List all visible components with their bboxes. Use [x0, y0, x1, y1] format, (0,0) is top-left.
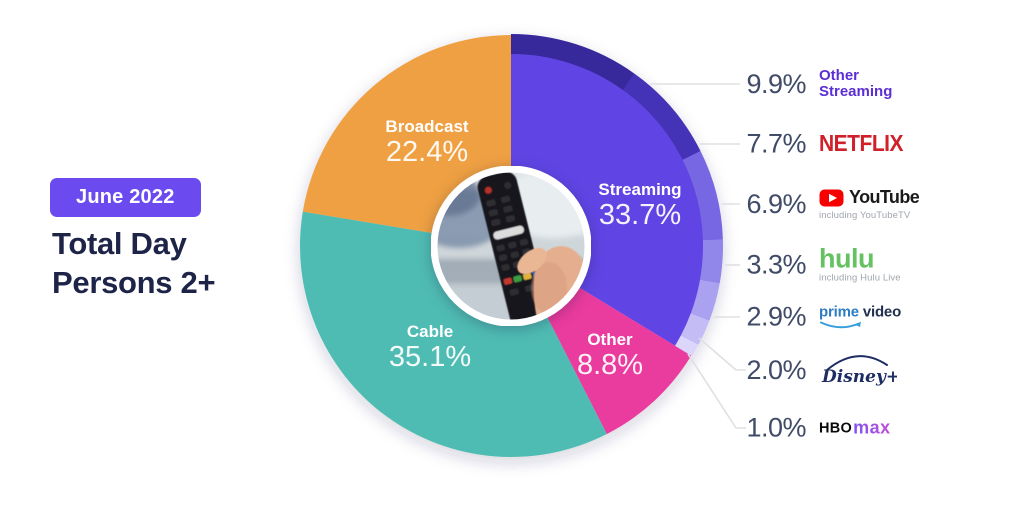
rim-segment-youtube — [682, 150, 723, 241]
rim-segment-prime-video — [690, 279, 720, 321]
netflix-logo: NETFLIX — [819, 130, 904, 157]
rim-segment-hbo-max — [674, 335, 699, 357]
legend-row-disney-plus: 2.0% Disney+ — [742, 351, 897, 389]
legend-pct-hulu: 3.3% — [746, 249, 806, 280]
leader-line-disney+ — [698, 337, 746, 371]
legend-pct-netflix: 7.7% — [746, 128, 806, 159]
pie-slice-cable — [299, 211, 607, 457]
legend-pct-youtube: 6.9% — [746, 188, 806, 219]
legend-pct-prime-video: 2.9% — [746, 301, 806, 332]
photo-white-ring — [431, 166, 591, 326]
legend-row-other-streaming: 9.9% Other Streaming — [742, 68, 892, 100]
youtube-play-icon — [819, 189, 844, 206]
hbo-max-logo: HBO max — [819, 417, 891, 438]
legend-row-netflix: 7.7% NETFLIX — [742, 129, 903, 160]
legend-pct-disney-plus: 2.0% — [746, 354, 806, 385]
rim-segment-netflix — [622, 73, 701, 161]
streaming-rim-segments — [510, 34, 723, 357]
rim-segment-disney+ — [680, 313, 710, 345]
youtube-logo: YouTube including YouTubeTV — [819, 187, 920, 221]
rim-segment-other-streaming — [510, 34, 635, 91]
title-line-2: Persons 2+ — [52, 265, 216, 300]
disney-plus-logo: Disney+ — [819, 351, 897, 389]
legend-row-hbo-max: 1.0% HBO max — [742, 413, 891, 444]
leader-lines — [650, 83, 746, 429]
legend-row-youtube: 6.9% YouTube including YouTubeTV — [742, 187, 919, 221]
svg-text:Disney+: Disney+ — [821, 367, 897, 387]
youtube-note: including YouTubeTV — [819, 210, 911, 221]
date-badge: June 2022 — [50, 178, 201, 217]
legend-pct-hbo-max: 1.0% — [746, 412, 806, 443]
rim-segment-hulu — [700, 239, 723, 284]
remote-photo — [431, 166, 591, 326]
prime-video-logo: prime video — [819, 303, 901, 331]
legend-pct-other-streaming: 9.9% — [746, 68, 806, 99]
hulu-logo: hulu including Hulu Live — [819, 243, 901, 284]
title-line-1: Total Day — [52, 226, 187, 261]
disney-arc-icon: Disney+ — [821, 355, 897, 387]
leader-line-hbo-max — [687, 353, 746, 429]
other-streaming-label: Other Streaming — [819, 67, 893, 100]
prime-smile-icon — [820, 321, 861, 328]
legend-row-hulu: 3.3% hulu including Hulu Live — [742, 243, 901, 284]
page-title: Total Day Persons 2+ — [52, 224, 216, 302]
hulu-note: including Hulu Live — [819, 272, 901, 284]
legend-row-prime-video: 2.9% prime video — [742, 302, 901, 333]
